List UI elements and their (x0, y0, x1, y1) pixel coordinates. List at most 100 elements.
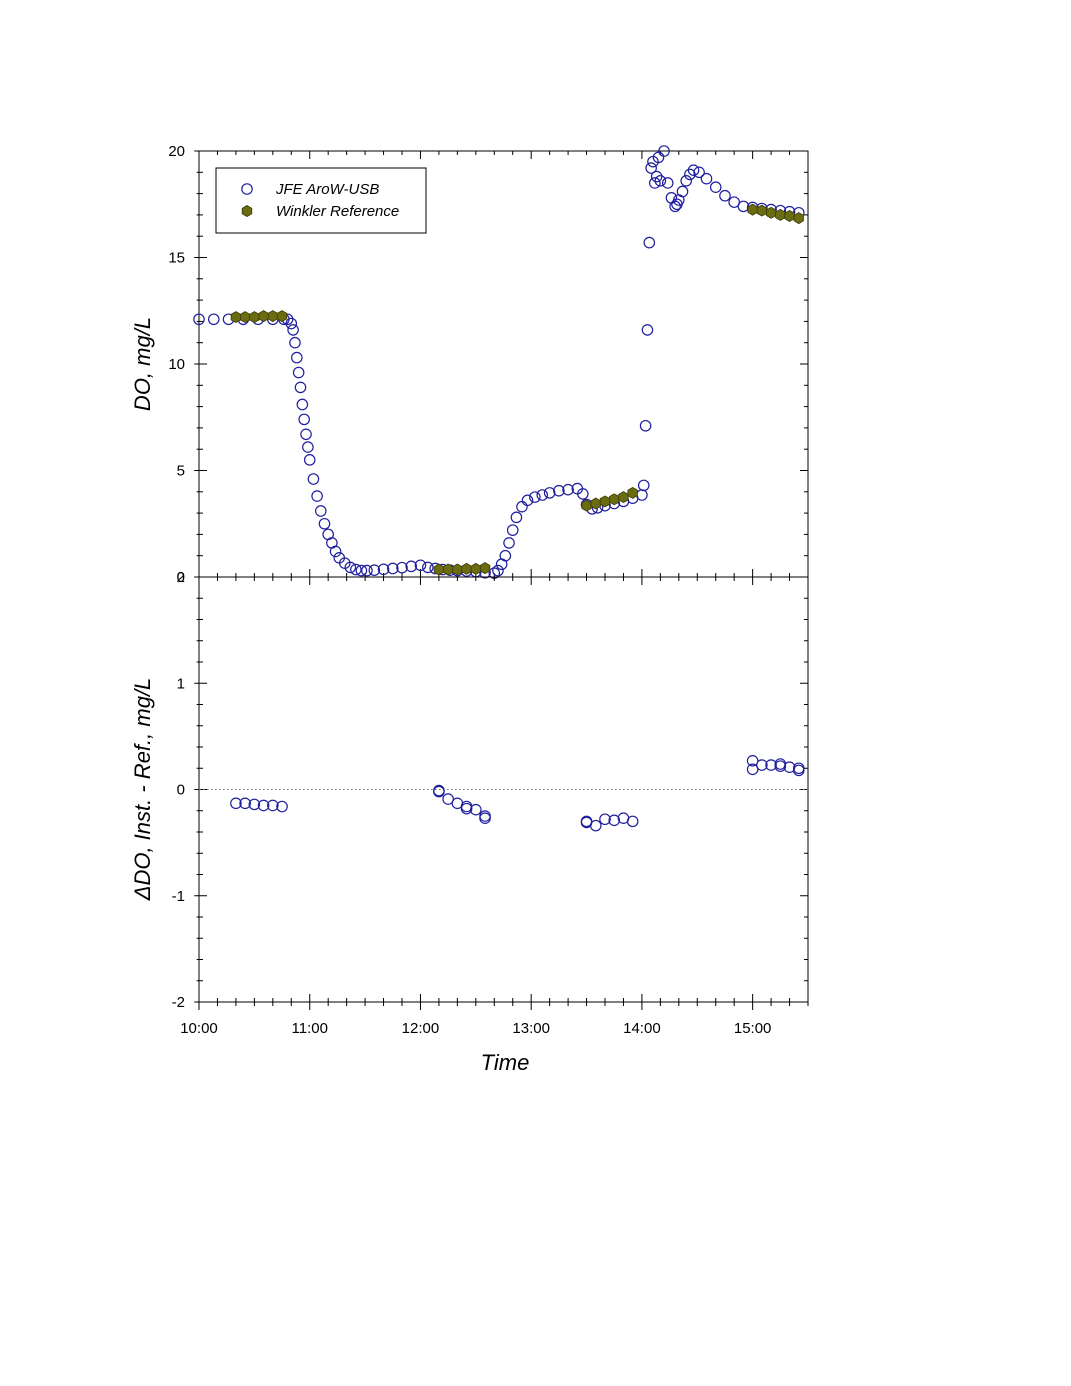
top-point-jfe (368, 564, 381, 576)
legend: JFE AroW-USB Winkler Reference (215, 167, 427, 234)
top-point-winkler (590, 497, 601, 510)
top-point-jfe (285, 317, 298, 330)
top-point-jfe (645, 162, 657, 174)
x-tick-label: 15:00 (734, 1020, 772, 1037)
top-point-jfe (289, 336, 301, 349)
top-point-jfe (536, 489, 549, 501)
top-y-axis-title: DO, mg/L (130, 317, 155, 411)
top-panel-y-tick-label: 10 (168, 356, 185, 373)
top-point-winkler (276, 310, 288, 323)
bottom-point-jfe (442, 793, 454, 805)
top-point-winkler (756, 204, 767, 217)
top-point-winkler (581, 499, 592, 512)
legend-marker-winkler (241, 205, 253, 217)
top-point-jfe (661, 177, 674, 189)
top-point-jfe (577, 488, 589, 500)
top-point-jfe (700, 172, 713, 185)
top-point-jfe (669, 200, 681, 213)
top-point-jfe (728, 196, 740, 208)
top-point-jfe (684, 168, 696, 181)
top-point-winkler (765, 206, 777, 219)
top-point-jfe (396, 561, 408, 574)
bottom-point-jfe (460, 802, 473, 815)
top-point-winkler (784, 210, 795, 222)
top-panel-y-tick-label: 5 (177, 463, 185, 480)
bottom-y-axis-title: ΔDO, Inst. - Ref., mg/L (130, 678, 155, 902)
bottom-point-jfe (276, 800, 288, 813)
top-point-jfe (516, 500, 528, 513)
top-point-winkler (609, 493, 620, 506)
top-point-jfe (386, 562, 399, 575)
bottom-point-jfe (756, 759, 768, 771)
top-point-winkler (470, 562, 482, 575)
top-point-winkler (627, 486, 638, 499)
bottom-point-jfe (589, 819, 602, 832)
top-point-jfe (287, 324, 299, 336)
bottom-point-jfe (746, 755, 759, 767)
top-point-jfe (654, 175, 667, 187)
bottom-point-jfe (267, 799, 279, 812)
top-point-jfe (350, 563, 362, 576)
legend-label-winkler: Winkler Reference (276, 203, 399, 220)
top-point-jfe (414, 559, 427, 572)
bottom-point-jfe (257, 799, 270, 812)
top-point-jfe (292, 366, 305, 379)
top-point-jfe (529, 491, 541, 503)
top-point-jfe (510, 511, 523, 524)
top-panel-y-tick-label: 20 (168, 143, 185, 160)
bottom-point-jfe (599, 813, 611, 826)
top-point-jfe (344, 561, 357, 574)
top-point-jfe (676, 185, 689, 198)
bottom-panel-y-tick-label: -1 (172, 888, 185, 905)
top-point-jfe (709, 181, 722, 194)
top-point-winkler (230, 311, 242, 324)
bottom-point-jfe (774, 760, 787, 772)
x-tick-label: 11:00 (292, 1020, 328, 1037)
top-point-jfe (639, 419, 652, 432)
top-point-winkler (452, 563, 463, 576)
legend-box (215, 167, 427, 234)
top-point-winkler (599, 495, 611, 508)
top-point-jfe (303, 454, 316, 466)
bottom-panel: -2 -1 0 1 2 (172, 569, 809, 1011)
top-point-jfe (307, 473, 320, 485)
top-panel-y-tick-label: 0 (177, 569, 185, 586)
legend-marker-jfe (241, 183, 253, 195)
top-point-winkler (267, 310, 279, 323)
top-point-jfe (499, 549, 512, 562)
top-point-jfe (492, 564, 504, 577)
x-tick-label: 14:00 (623, 1020, 661, 1037)
top-point-jfe (650, 170, 663, 183)
top-point-jfe (643, 236, 656, 249)
top-point-jfe (503, 537, 515, 549)
x-tick-label: 10:00 (180, 1020, 218, 1037)
legend-label-jfe: JFE AroW-USB (275, 181, 379, 198)
top-point-jfe (298, 413, 310, 426)
top-point-jfe (294, 381, 307, 394)
bottom-point-jfe (239, 797, 251, 810)
bottom-point-jfe (792, 762, 805, 775)
top-point-winkler (479, 562, 491, 575)
bottom-point-jfe (746, 763, 759, 776)
x-axis-title: Time (481, 1050, 530, 1075)
top-point-winkler (258, 310, 269, 323)
top-point-jfe (377, 563, 390, 576)
bottom-point-jfe (765, 759, 777, 771)
top-point-winkler (249, 311, 260, 324)
top-point-jfe (693, 166, 705, 179)
bottom-point-jfe (479, 812, 491, 824)
top-point-jfe (318, 517, 331, 530)
bottom-panel-y-tick-label: 1 (177, 675, 185, 692)
top-point-winkler (442, 563, 454, 576)
top-point-winkler (239, 311, 251, 324)
top-point-jfe (355, 564, 368, 577)
top-point-jfe (649, 177, 661, 189)
top-point-jfe (521, 494, 534, 507)
top-point-jfe (329, 545, 342, 558)
top-point-jfe (687, 164, 700, 176)
bottom-point-jfe (248, 798, 261, 811)
top-point-winkler (618, 491, 629, 504)
top-point-jfe (637, 479, 650, 492)
x-axis-tick-labels: 10:00 11:00 12:00 13:00 14:00 15:00 (180, 1020, 771, 1037)
